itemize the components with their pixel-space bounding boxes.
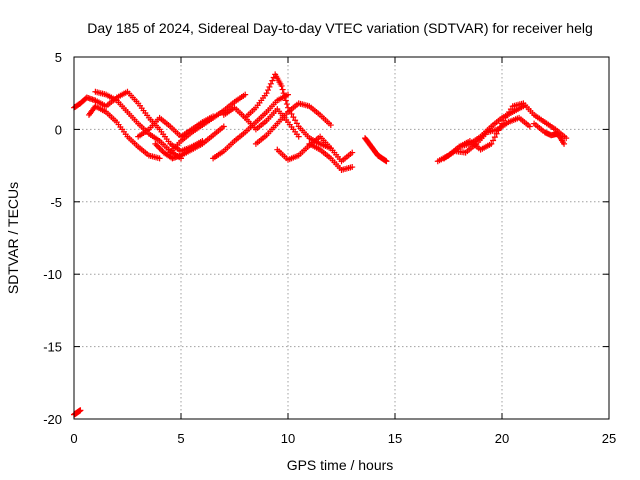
data-point-arc-p	[493, 130, 500, 137]
data-point-arc-p	[563, 135, 570, 142]
data-point-arc-i	[290, 114, 297, 121]
y-tick-label: 5	[55, 50, 62, 65]
data-point-arc-p	[495, 127, 502, 134]
y-tick-labels: 5 0 -5 -10 -15 -20	[43, 50, 62, 427]
data-point-arc-e	[158, 146, 165, 153]
data-point-arc-i	[281, 93, 288, 100]
axis-ticks	[73, 56, 610, 420]
data-points	[71, 71, 570, 418]
x-tick-label: 20	[495, 431, 509, 446]
data-point-arc-i	[265, 87, 272, 94]
x-tick-label: 15	[388, 431, 402, 446]
data-point-arc-e	[220, 123, 227, 130]
y-tick-label: -20	[43, 412, 62, 427]
data-point-arc-i	[267, 80, 274, 87]
data-point-arc-i	[280, 90, 287, 97]
data-point-arc-i	[263, 90, 270, 97]
data-point-arc-i	[266, 83, 273, 90]
data-point-arc-i	[283, 101, 290, 108]
x-tick-label: 10	[281, 431, 295, 446]
data-point-arc-i	[279, 86, 286, 93]
data-point-arc-k	[349, 149, 356, 156]
data-point-arc-p	[497, 123, 504, 130]
data-point-arc-h	[295, 133, 302, 140]
x-tick-label: 0	[70, 431, 77, 446]
data-point-arc-i	[278, 82, 285, 89]
data-point-arc-p	[490, 137, 497, 144]
data-point-outlier	[77, 407, 84, 414]
x-axis-label: GPS time / hours	[287, 457, 394, 473]
data-point-arc-g	[285, 91, 291, 98]
x-tick-labels: 0 5 10 15 20 25	[70, 431, 616, 446]
data-point-arc-i	[269, 77, 276, 84]
data-point-arc-m	[383, 158, 390, 165]
data-point-arc-o	[526, 123, 533, 130]
data-point-arc-i	[292, 117, 299, 124]
plot-frame	[73, 56, 610, 420]
data-point-arc-l	[349, 164, 356, 171]
chart-title: Day 185 of 2024, Sidereal Day-to-day VTE…	[87, 20, 593, 36]
data-point-arc-e	[156, 145, 163, 152]
data-point-arc-p	[491, 134, 498, 141]
y-tick-label: 0	[55, 122, 62, 137]
data-point-arc-b	[156, 155, 163, 162]
data-point-arc-i	[282, 97, 289, 104]
x-tick-label: 25	[602, 431, 616, 446]
data-point-arc-p	[488, 140, 495, 147]
data-point-arc-q	[561, 140, 568, 147]
data-point-arc-i	[293, 120, 300, 127]
x-tick-label: 5	[177, 431, 184, 446]
y-axis-label: SDTVAR / TECUs	[5, 182, 21, 294]
y-tick-label: -15	[43, 340, 62, 355]
data-point-arc-f	[242, 91, 249, 98]
data-point-arc-j	[327, 122, 334, 129]
y-tick-label: -10	[43, 267, 62, 282]
y-tick-label: -5	[50, 195, 62, 210]
